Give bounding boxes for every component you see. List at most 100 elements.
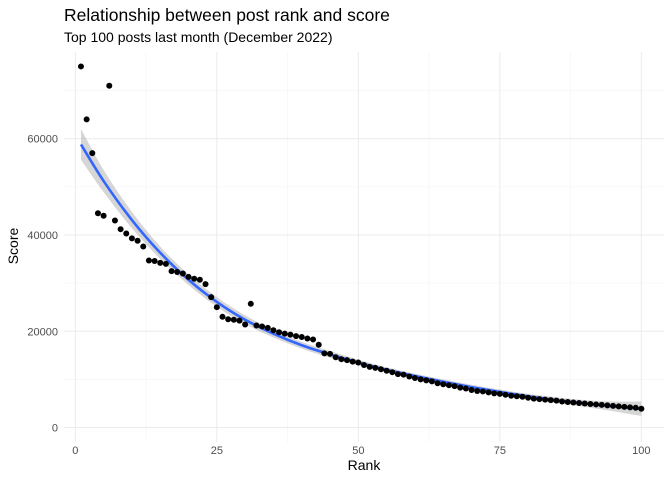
data-point bbox=[513, 393, 520, 400]
data-point bbox=[236, 317, 243, 324]
data-point bbox=[581, 400, 588, 407]
data-point bbox=[134, 237, 141, 244]
data-point bbox=[344, 357, 351, 364]
data-point bbox=[196, 276, 203, 283]
data-point bbox=[230, 316, 237, 323]
data-point bbox=[276, 329, 283, 336]
y-axis-title: Score bbox=[5, 228, 21, 265]
data-point bbox=[338, 356, 345, 363]
data-point bbox=[559, 398, 566, 405]
data-point bbox=[361, 361, 367, 368]
data-point bbox=[128, 235, 135, 242]
data-point bbox=[445, 382, 452, 389]
y-tick-label: 60000 bbox=[27, 134, 58, 146]
data-point bbox=[638, 405, 645, 412]
data-point bbox=[179, 270, 186, 277]
data-point bbox=[106, 82, 113, 89]
x-axis-ticks: 0 25 50 75 100 bbox=[72, 445, 650, 457]
data-point bbox=[576, 400, 583, 406]
data-point bbox=[434, 380, 441, 387]
data-point bbox=[140, 243, 147, 250]
data-point bbox=[547, 397, 554, 404]
data-point bbox=[428, 378, 435, 385]
data-point bbox=[117, 226, 124, 233]
data-point bbox=[145, 257, 152, 264]
chart-title: Relationship between post rank and score bbox=[64, 5, 390, 25]
y-axis-ticks: 0 20000 40000 60000 bbox=[27, 134, 58, 435]
data-point bbox=[270, 327, 277, 334]
data-point bbox=[502, 391, 509, 398]
data-point bbox=[615, 403, 622, 410]
y-tick-label: 0 bbox=[52, 423, 58, 435]
data-point bbox=[553, 397, 560, 404]
data-point bbox=[247, 300, 254, 307]
data-point bbox=[530, 395, 537, 402]
data-point bbox=[242, 321, 249, 328]
data-point bbox=[406, 373, 413, 380]
data-point bbox=[293, 333, 300, 340]
data-point bbox=[598, 401, 605, 408]
data-point bbox=[349, 358, 356, 365]
data-point bbox=[219, 313, 226, 320]
data-point bbox=[259, 323, 266, 330]
data-point bbox=[462, 385, 469, 392]
data-point bbox=[208, 294, 215, 301]
x-tick-label: 75 bbox=[494, 445, 506, 457]
data-point bbox=[298, 334, 305, 341]
data-point bbox=[627, 404, 634, 411]
y-tick-label: 40000 bbox=[27, 230, 58, 242]
data-point bbox=[451, 383, 458, 390]
data-point bbox=[202, 281, 209, 288]
data-point bbox=[377, 366, 384, 373]
data-point bbox=[417, 376, 424, 383]
chart-subtitle: Top 100 posts last month (December 2022) bbox=[64, 29, 333, 45]
data-point bbox=[479, 388, 486, 395]
data-point bbox=[332, 354, 339, 361]
x-tick-label: 50 bbox=[352, 445, 364, 457]
data-point bbox=[151, 257, 158, 264]
x-tick-label: 25 bbox=[211, 445, 223, 457]
x-axis-title: Rank bbox=[348, 457, 382, 473]
data-point bbox=[457, 384, 464, 391]
data-point bbox=[327, 350, 334, 357]
data-point bbox=[157, 259, 164, 266]
data-point bbox=[400, 371, 407, 378]
trend-line bbox=[79, 143, 642, 411]
data-point bbox=[355, 359, 362, 366]
data-point bbox=[168, 268, 175, 275]
data-point bbox=[423, 377, 430, 384]
data-point bbox=[491, 390, 498, 397]
x-tick-label: 0 bbox=[72, 445, 78, 457]
data-point bbox=[111, 217, 118, 224]
data-point bbox=[383, 367, 390, 374]
data-point bbox=[191, 275, 198, 282]
data-point bbox=[372, 364, 379, 371]
data-point bbox=[281, 330, 288, 337]
data-point bbox=[570, 399, 577, 406]
data-point bbox=[621, 403, 628, 410]
data-point bbox=[525, 394, 532, 401]
data-point bbox=[123, 230, 130, 237]
confidence-band bbox=[80, 129, 642, 417]
data-point bbox=[496, 390, 503, 397]
data-point bbox=[542, 396, 549, 403]
data-point bbox=[468, 387, 475, 393]
data-point bbox=[94, 210, 101, 217]
data-point bbox=[394, 371, 401, 378]
data-point bbox=[610, 402, 617, 409]
data-point bbox=[77, 63, 84, 70]
data-point bbox=[315, 341, 322, 348]
grid-lines bbox=[64, 52, 664, 442]
data-point bbox=[310, 336, 317, 343]
data-point bbox=[604, 402, 611, 409]
data-point bbox=[593, 401, 600, 408]
data-point bbox=[287, 331, 294, 338]
data-point bbox=[225, 316, 232, 323]
data-point bbox=[185, 273, 192, 280]
data-point bbox=[100, 212, 107, 219]
data-point bbox=[632, 404, 639, 411]
data-point bbox=[83, 116, 90, 123]
data-point bbox=[174, 269, 181, 276]
data-point bbox=[440, 381, 447, 388]
data-point bbox=[587, 400, 594, 407]
